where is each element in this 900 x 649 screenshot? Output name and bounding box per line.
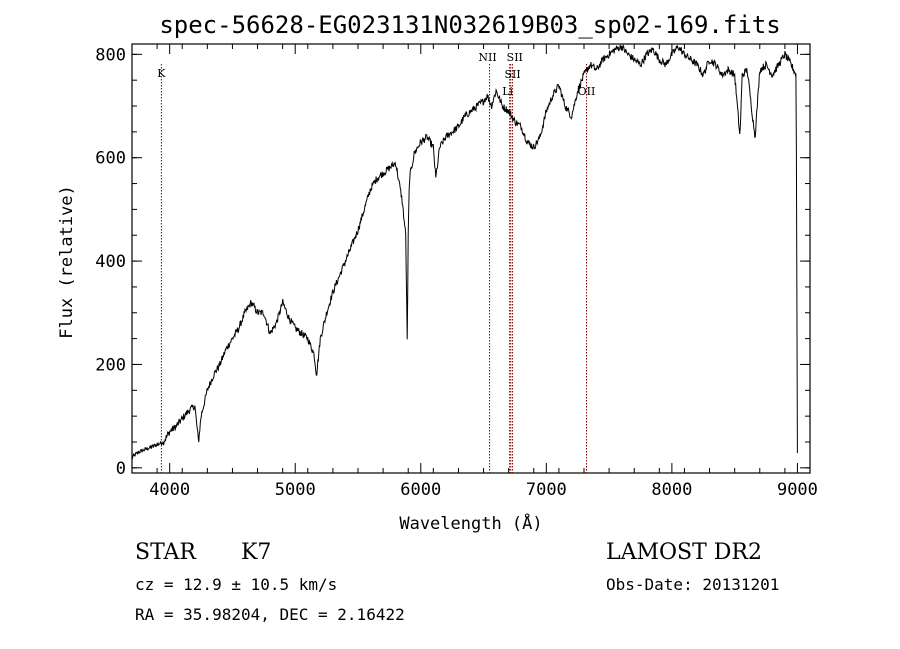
x-tick-label: 4000 [149, 480, 190, 500]
x-ticks: 4000 5000 6000 7000 8000 9000 [131, 44, 818, 500]
chart-title: spec-56628-EG023131N032619B03_sp02-169.f… [159, 11, 780, 39]
obs-date: Obs-Date: 20131201 [606, 575, 779, 594]
survey-name: LAMOST DR2 [606, 540, 762, 565]
spectrum-line [131, 44, 798, 460]
line-marker-label: SII [504, 68, 520, 81]
line-marker-label: K [157, 67, 166, 80]
plot-frame [131, 43, 811, 474]
cz-value: cz = 12.9 ± 10.5 km/s [135, 575, 337, 594]
ra-dec: RA = 35.98204, DEC = 2.16422 [135, 605, 405, 624]
line-marker-label: OII [578, 85, 596, 98]
x-axis-label: Wavelength (Å) [399, 512, 542, 534]
x-tick-label: 8000 [651, 480, 692, 500]
x-tick-label: 9000 [777, 480, 818, 500]
y-axis-label: Flux (relative) [57, 185, 77, 339]
star-subclass: K7 [241, 540, 271, 565]
x-tick-label: 7000 [526, 480, 567, 500]
y-tick-label: 0 [116, 459, 126, 479]
line-marker-label: NII [478, 51, 496, 64]
star-class: STAR [135, 540, 197, 565]
y-tick-label: 400 [95, 252, 126, 272]
x-tick-label: 5000 [275, 480, 316, 500]
x-tick-label: 6000 [400, 480, 441, 500]
line-markers: K NII SII SII Li OII [157, 51, 595, 473]
line-marker-label: Li [502, 85, 513, 98]
y-tick-label: 800 [95, 45, 126, 65]
y-tick-label: 200 [95, 355, 126, 375]
line-marker-label: SII [507, 51, 523, 64]
y-tick-label: 600 [95, 149, 126, 169]
y-ticks: 0 200 400 600 800 [95, 45, 810, 479]
